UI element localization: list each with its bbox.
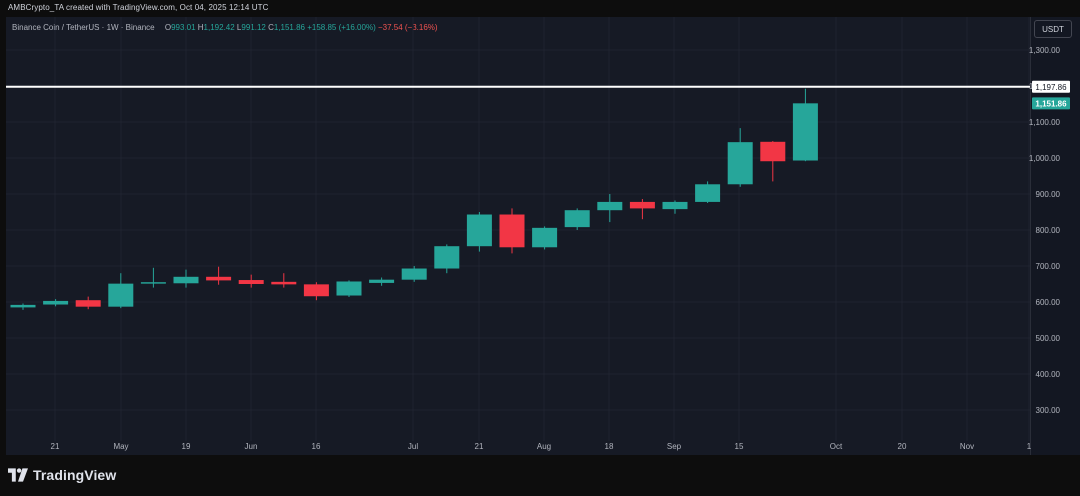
x-tick-label: 21 bbox=[475, 442, 484, 451]
candle-body bbox=[303, 284, 329, 297]
price-level-tag bbox=[1032, 80, 1070, 93]
candle-body bbox=[75, 300, 101, 307]
candle-body bbox=[401, 268, 427, 280]
candle-body bbox=[43, 300, 69, 305]
x-tick-label: 21 bbox=[51, 442, 60, 451]
y-tick-label: 1,300.00 bbox=[1029, 46, 1061, 55]
y-tick-label: 300.00 bbox=[1036, 406, 1061, 415]
y-tick-label: 900.00 bbox=[1036, 190, 1061, 199]
x-tick-label: Jun bbox=[245, 442, 258, 451]
candle-body bbox=[695, 184, 721, 202]
open-value: 993.01 bbox=[171, 23, 196, 32]
tradingview-logo-icon bbox=[8, 468, 28, 482]
high-label: H bbox=[197, 23, 204, 32]
x-tick-label: Sep bbox=[667, 442, 682, 451]
y-tick-label: 500.00 bbox=[1036, 334, 1061, 343]
y-tick-label: 700.00 bbox=[1036, 262, 1061, 271]
candle-body bbox=[662, 201, 688, 210]
tradingview-logo-text: TradingView bbox=[33, 467, 117, 483]
currency-button[interactable]: USDT bbox=[1034, 20, 1072, 38]
x-tick-label: 15 bbox=[735, 442, 744, 451]
tradingview-logo[interactable]: TradingView bbox=[8, 467, 116, 483]
candle-body bbox=[597, 201, 623, 211]
low-value: 991.12 bbox=[241, 23, 266, 32]
y-tick-label: 1,000.00 bbox=[1029, 154, 1061, 163]
low-label: L bbox=[236, 23, 242, 32]
candle-body bbox=[336, 281, 362, 296]
x-tick-label: Oct bbox=[830, 442, 843, 451]
y-tick-label: 800.00 bbox=[1036, 226, 1061, 235]
candle-body bbox=[792, 103, 818, 161]
last-price-label: 1,151.86 bbox=[1035, 99, 1067, 108]
x-tick-label: 16 bbox=[312, 442, 321, 451]
x-tick-label: Jul bbox=[408, 442, 418, 451]
candle-body bbox=[466, 214, 492, 247]
close-label: C bbox=[268, 23, 274, 32]
candle-body bbox=[629, 201, 655, 209]
ohlc-legend: Binance Coin / TetherUS · 1W · Binance O… bbox=[12, 23, 438, 32]
candle-body bbox=[206, 276, 232, 281]
x-tick-label: May bbox=[113, 442, 128, 451]
candle-body bbox=[499, 214, 525, 248]
candle-body bbox=[10, 304, 36, 308]
candle-body bbox=[434, 246, 460, 269]
x-tick-label: 1 bbox=[1027, 442, 1032, 451]
x-tick-label: 18 bbox=[605, 442, 614, 451]
prev-change-value: −37.54 (−3.16%) bbox=[377, 23, 438, 32]
footer-bar bbox=[0, 455, 1080, 496]
candle-body bbox=[532, 227, 558, 248]
candle-body bbox=[760, 141, 786, 162]
candle-body bbox=[369, 279, 395, 283]
price-level-label: 1,197.86 bbox=[1035, 83, 1067, 92]
symbol-title[interactable]: Binance Coin / TetherUS · 1W · Binance bbox=[12, 23, 155, 32]
x-tick-label: 19 bbox=[182, 442, 191, 451]
y-tick-label: 1,100.00 bbox=[1029, 118, 1061, 127]
candle-body bbox=[564, 210, 590, 228]
chart-credit: AMBCrypto_TA created with TradingView.co… bbox=[8, 3, 269, 12]
x-tick-label: 20 bbox=[898, 442, 907, 451]
open-label: O bbox=[164, 23, 172, 32]
candle-body bbox=[271, 281, 297, 285]
last-price-tag bbox=[1032, 97, 1070, 110]
x-tick-label: Aug bbox=[537, 442, 551, 451]
candle-body bbox=[727, 142, 753, 185]
candle-body bbox=[108, 283, 134, 307]
y-tick-label: 400.00 bbox=[1036, 370, 1061, 379]
candle-body bbox=[140, 282, 166, 284]
high-value: 1,192.42 bbox=[203, 23, 235, 32]
y-tick-label: 600.00 bbox=[1036, 298, 1061, 307]
x-tick-label: Nov bbox=[960, 442, 974, 451]
candle-body bbox=[173, 276, 199, 284]
change-value: +158.85 (+16.00%) bbox=[307, 23, 376, 32]
close-value: 1,151.86 bbox=[273, 23, 305, 32]
candle-body bbox=[238, 280, 264, 284]
